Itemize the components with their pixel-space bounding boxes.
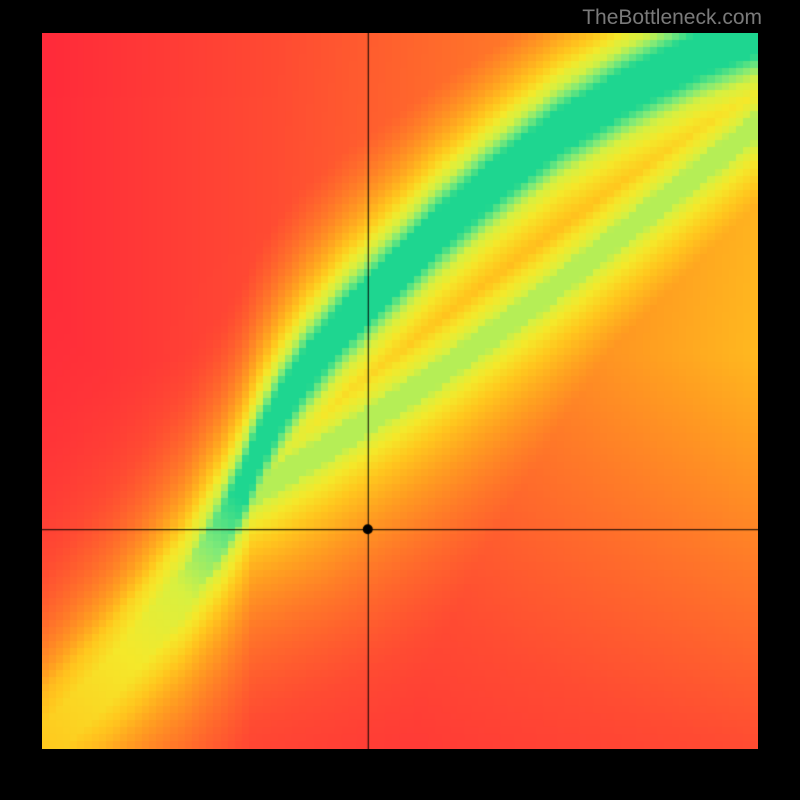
heatmap-canvas — [42, 33, 758, 749]
bottleneck-heatmap — [42, 33, 758, 749]
watermark-text: TheBottleneck.com — [582, 6, 762, 30]
